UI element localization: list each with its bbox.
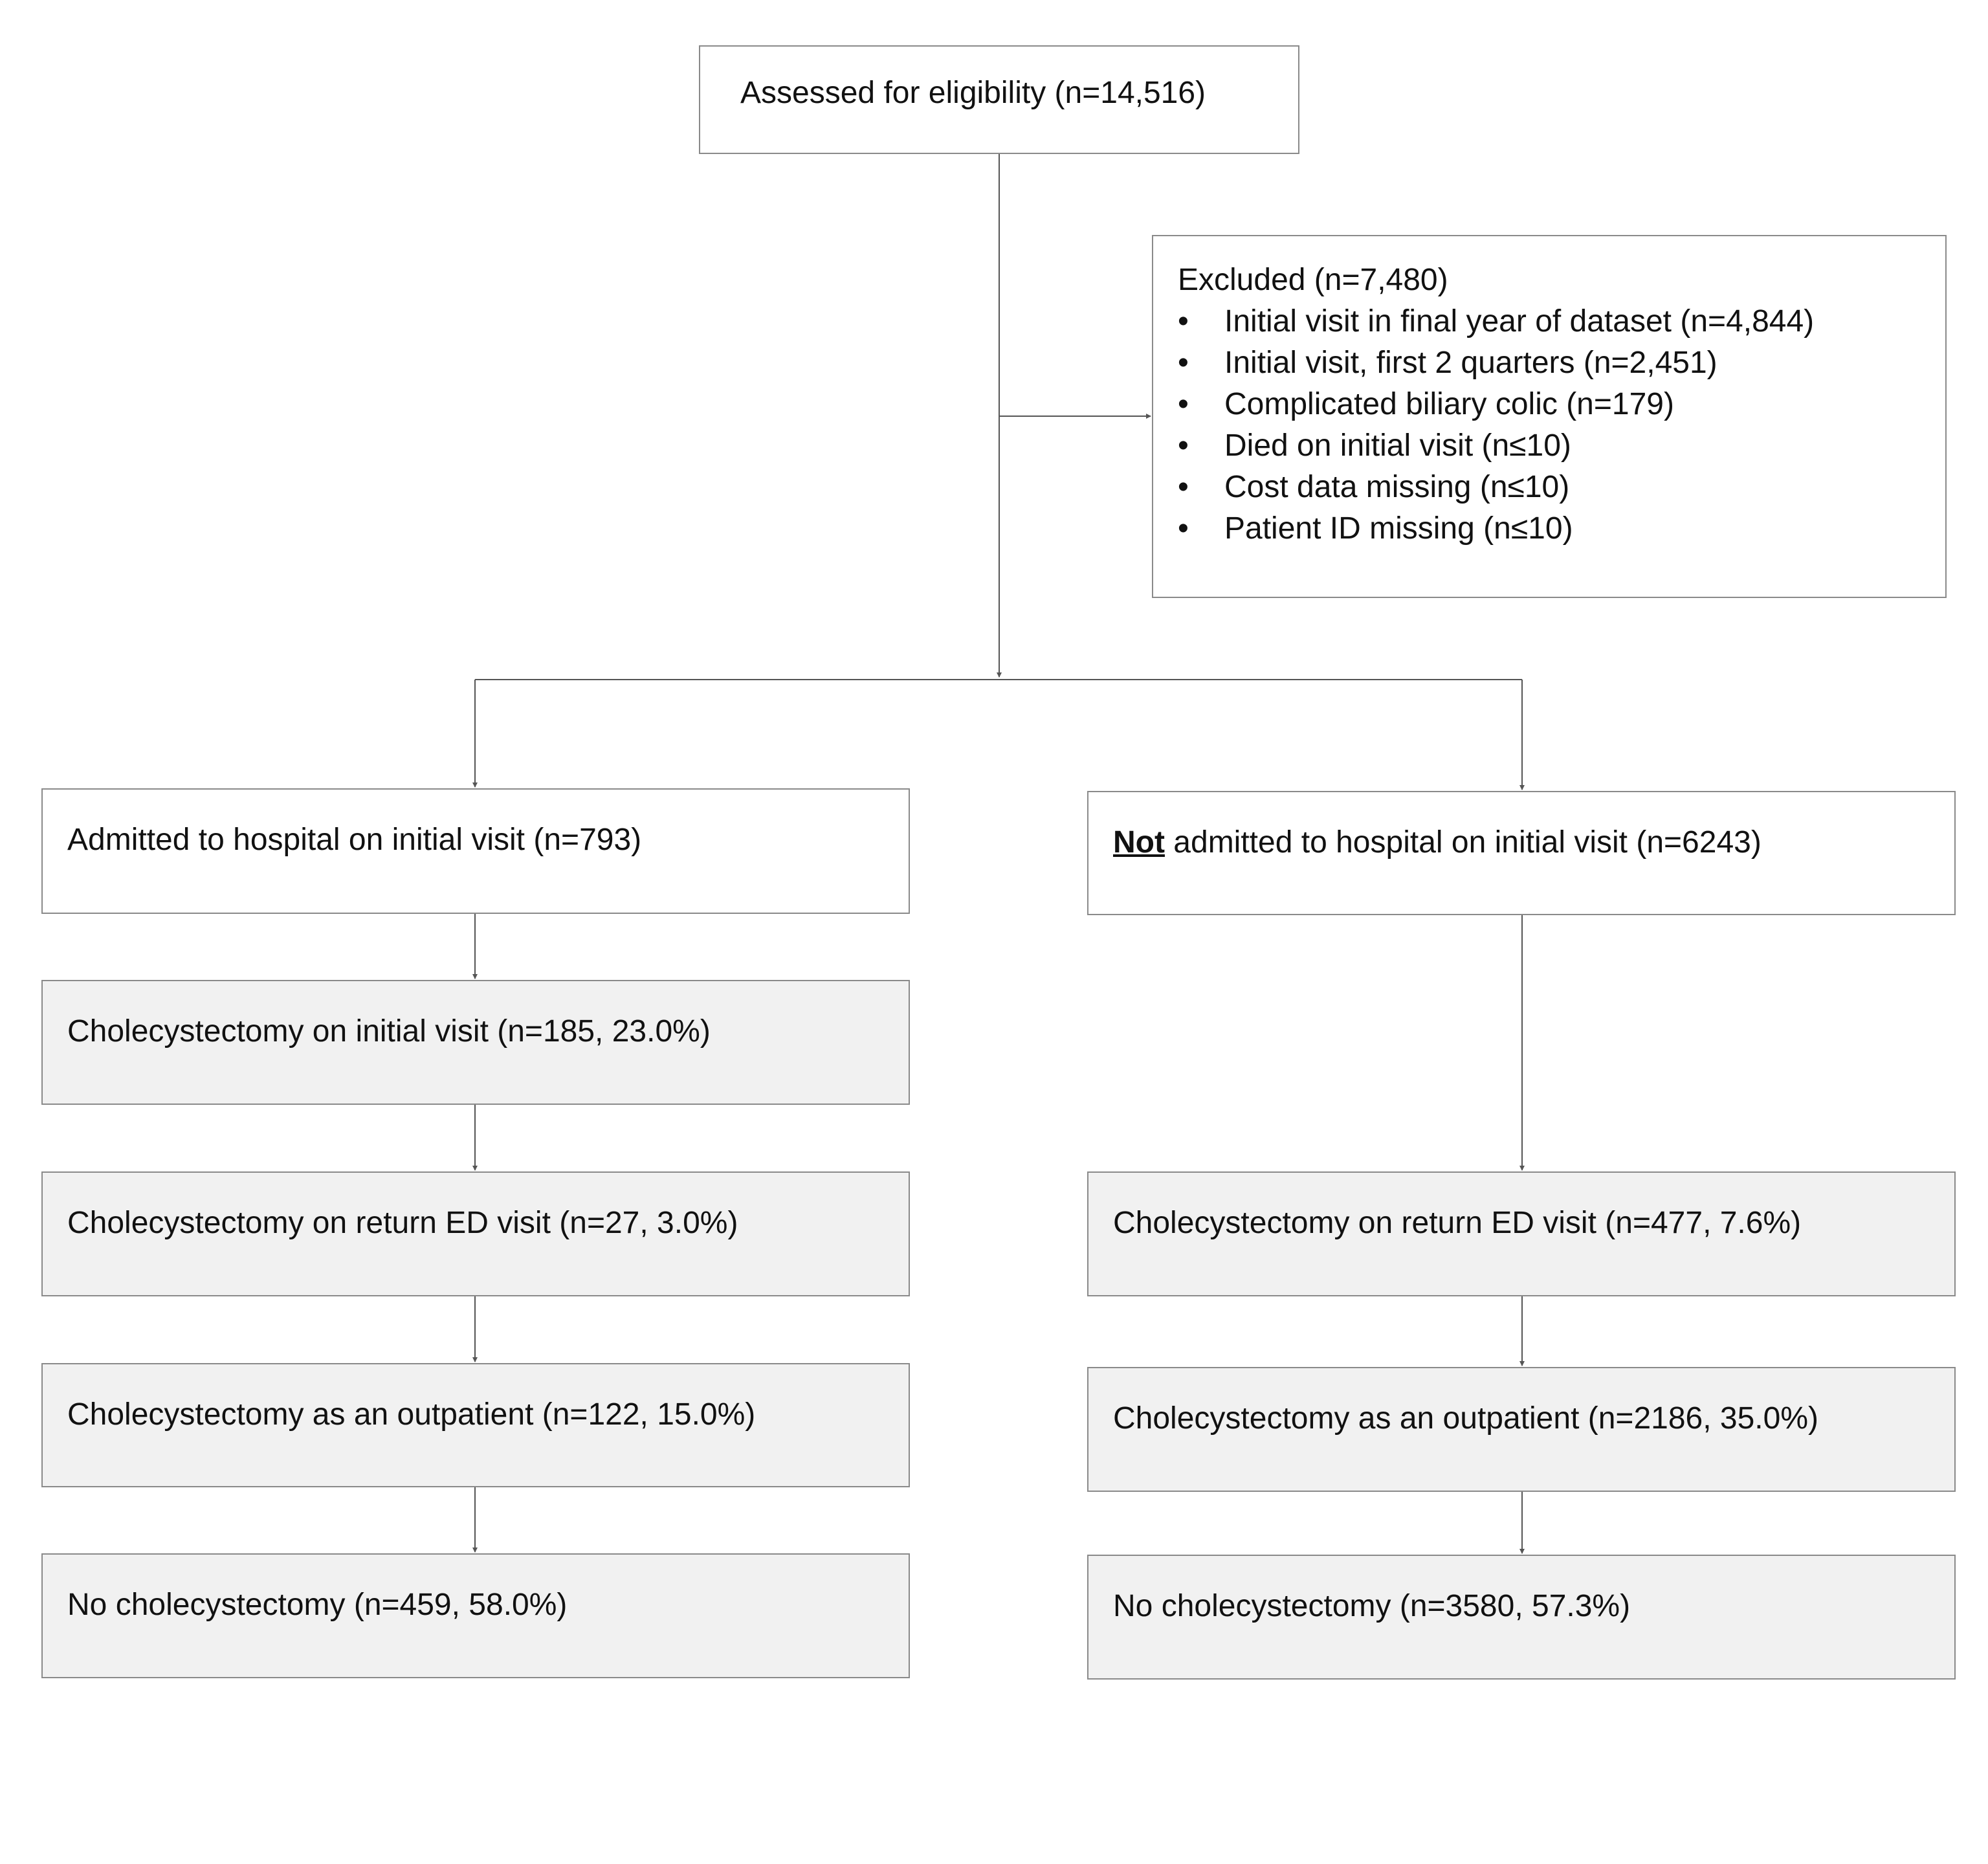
left-step-label: Cholecystectomy on initial visit (n=185,… bbox=[67, 1014, 711, 1048]
not-admitted-rest: admitted to hospital on initial visit (n… bbox=[1164, 825, 1762, 860]
excluded-item: Patient ID missing (n≤10) bbox=[1178, 508, 1814, 549]
left-step-label: Cholecystectomy as an outpatient (n=122,… bbox=[67, 1397, 756, 1432]
excluded-item: Cost data missing (n≤10) bbox=[1178, 467, 1814, 508]
not-admitted-box: Not admitted to hospital on initial visi… bbox=[1087, 791, 1956, 915]
right-step-label: No cholecystectomy (n=3580, 57.3%) bbox=[1113, 1589, 1631, 1623]
admitted-box: Admitted to hospital on initial visit (n… bbox=[41, 788, 910, 914]
right-step-label: Cholecystectomy on return ED visit (n=47… bbox=[1113, 1206, 1802, 1240]
left-step-label: No cholecystectomy (n=459, 58.0%) bbox=[67, 1588, 568, 1622]
admitted-label: Admitted to hospital on initial visit (n… bbox=[67, 823, 642, 857]
left-step-label: Cholecystectomy on return ED visit (n=27… bbox=[67, 1206, 738, 1240]
excluded-box: Excluded (n=7,480) Initial visit in fina… bbox=[1152, 235, 1947, 598]
left-step-box: Cholecystectomy on initial visit (n=185,… bbox=[41, 980, 910, 1105]
assessed-box: Assessed for eligibility (n=14,516) bbox=[699, 45, 1299, 154]
right-step-box: Cholecystectomy as an outpatient (n=2186… bbox=[1087, 1367, 1956, 1492]
right-step-box: No cholecystectomy (n=3580, 57.3%) bbox=[1087, 1555, 1956, 1680]
not-admitted-label: Not admitted to hospital on initial visi… bbox=[1113, 822, 1762, 863]
left-step-box: Cholecystectomy as an outpatient (n=122,… bbox=[41, 1363, 910, 1487]
excluded-item: Initial visit, first 2 quarters (n=2,451… bbox=[1178, 342, 1814, 384]
excluded-item: Died on initial visit (n≤10) bbox=[1178, 425, 1814, 467]
right-step-box: Cholecystectomy on return ED visit (n=47… bbox=[1087, 1171, 1956, 1296]
excluded-title: Excluded (n=7,480) bbox=[1178, 263, 1448, 297]
assessed-label: Assessed for eligibility (n=14,516) bbox=[740, 76, 1206, 110]
excluded-item: Complicated biliary colic (n=179) bbox=[1178, 384, 1814, 425]
left-step-box: Cholecystectomy on return ED visit (n=27… bbox=[41, 1171, 910, 1296]
right-step-label: Cholecystectomy as an outpatient (n=2186… bbox=[1113, 1401, 1818, 1436]
not-emphasis: Not bbox=[1113, 825, 1165, 860]
excluded-item: Initial visit in final year of dataset (… bbox=[1178, 301, 1814, 342]
left-step-box: No cholecystectomy (n=459, 58.0%) bbox=[41, 1553, 910, 1678]
excluded-list: Initial visit in final year of dataset (… bbox=[1178, 301, 1814, 549]
